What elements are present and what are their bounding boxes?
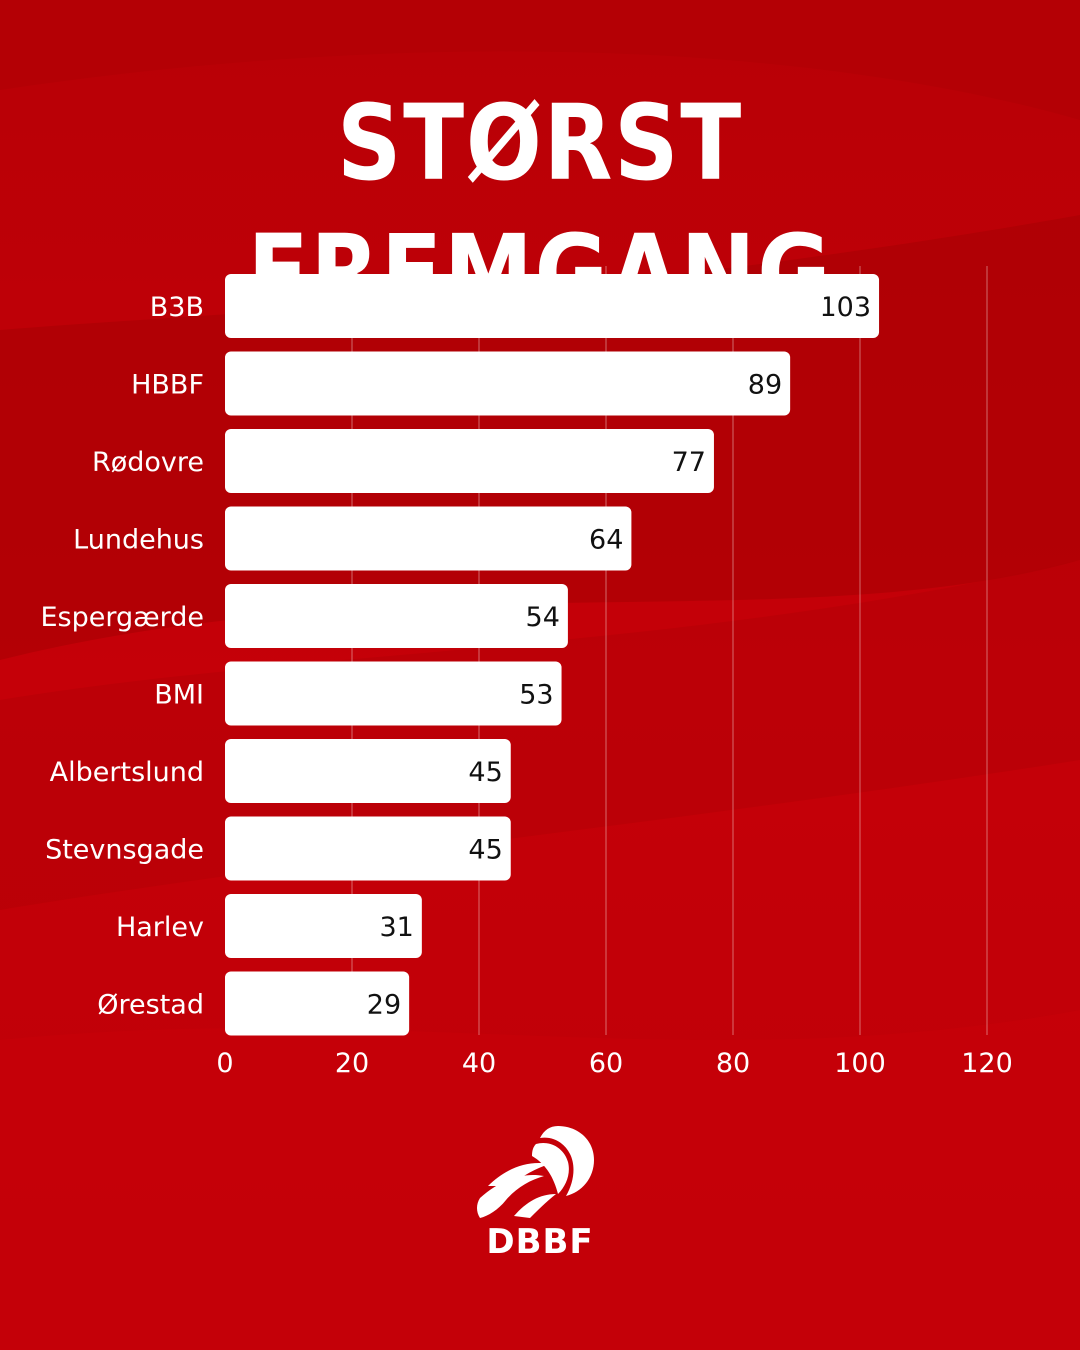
value-label: 77	[672, 447, 706, 478]
value-label: 31	[379, 912, 413, 943]
bar	[225, 429, 714, 493]
value-label: 45	[468, 757, 502, 788]
x-tick-label: 120	[961, 1048, 1013, 1079]
bar	[225, 739, 511, 803]
value-label: 45	[468, 835, 502, 866]
x-tick-label: 80	[716, 1048, 750, 1079]
category-labels: B3B HBBF Rødovre Lundehus Espergærde BMI Alber…	[40, 292, 204, 1021]
value-label: 54	[526, 602, 560, 633]
x-tick-label: 60	[589, 1048, 623, 1079]
bar	[225, 894, 422, 958]
value-label: 89	[748, 370, 782, 401]
category-label: HBBF	[131, 370, 204, 401]
bar	[225, 274, 880, 338]
bar	[225, 661, 562, 726]
x-tick-label: 0	[216, 1048, 233, 1079]
category-label: BMI	[154, 680, 204, 711]
basketball-player-logo-icon	[477, 1126, 594, 1218]
bar	[225, 506, 632, 571]
page-title: STØRST FREMGANG	[247, 82, 833, 334]
bars	[225, 274, 880, 1036]
category-label: Lundehus	[73, 525, 204, 556]
value-label: 53	[519, 680, 553, 711]
bar	[225, 816, 511, 881]
category-label: Rødovre	[92, 447, 204, 478]
x-tick-label: 20	[335, 1048, 369, 1079]
value-label: 64	[589, 525, 623, 556]
value-label: 29	[367, 990, 401, 1021]
brand-wordmark: DBBF	[486, 1222, 594, 1262]
bar	[225, 351, 791, 416]
value-labels: 103 89 77 64 54 53 45 45 31 29	[367, 292, 871, 1021]
x-tick-label: 100	[834, 1048, 886, 1079]
category-label: Ørestad	[97, 990, 204, 1021]
category-label: Albertslund	[50, 757, 204, 788]
category-label: Harlev	[116, 912, 204, 943]
value-label: 103	[820, 292, 872, 323]
x-axis-tick-labels: 0 20 40 60 80 100 120	[216, 1048, 1012, 1079]
x-tick-label: 40	[462, 1048, 496, 1079]
bar	[225, 971, 410, 1036]
category-label: Espergærde	[40, 602, 204, 633]
category-label: Stevnsgade	[45, 835, 204, 866]
category-label: B3B	[150, 292, 204, 323]
bar	[225, 584, 568, 648]
